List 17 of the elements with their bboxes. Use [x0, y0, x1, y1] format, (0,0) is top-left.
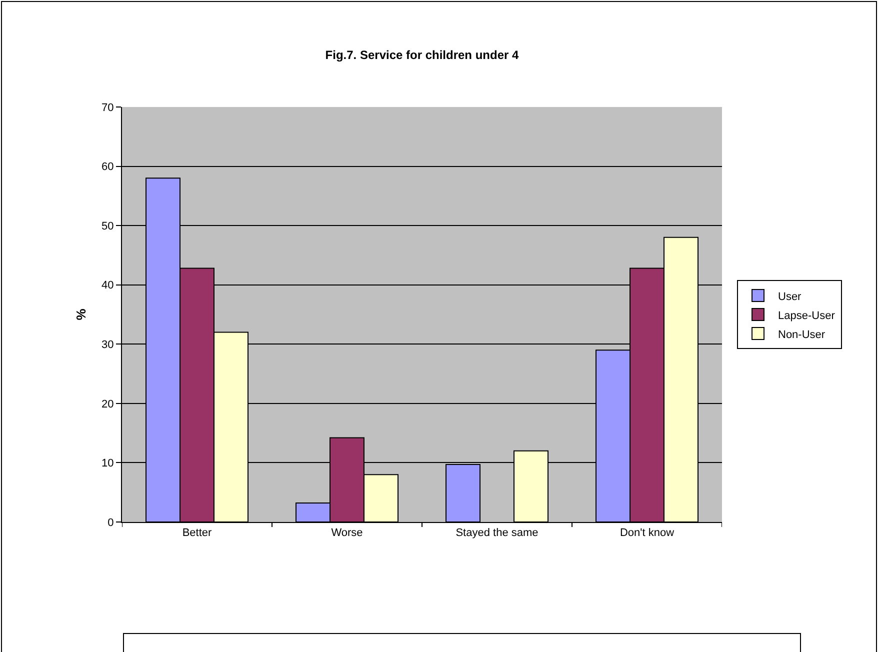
y-tick-label: 60: [102, 161, 114, 174]
legend-label: Non-User: [778, 328, 826, 341]
x-tick-label: Better: [182, 527, 212, 540]
y-tick-label: 20: [102, 398, 114, 410]
chart-title: Fig.7. Service for children under 4: [325, 48, 520, 62]
x-tick-label: Stayed the same: [456, 527, 538, 540]
x-tick-label: Don't know: [620, 527, 674, 540]
y-tick-label: 50: [102, 220, 114, 232]
y-tick-label: 40: [102, 280, 114, 292]
x-tick-label: Worse: [331, 527, 363, 540]
y-tick-label: 30: [102, 338, 114, 351]
legend-label: Lapse-User: [778, 310, 836, 322]
y-tick-label: 70: [102, 102, 114, 114]
y-axis-title: %: [74, 308, 88, 320]
y-tick-label: 10: [102, 458, 114, 470]
legend-label: User: [778, 290, 802, 303]
y-tick-label: 0: [108, 516, 114, 529]
